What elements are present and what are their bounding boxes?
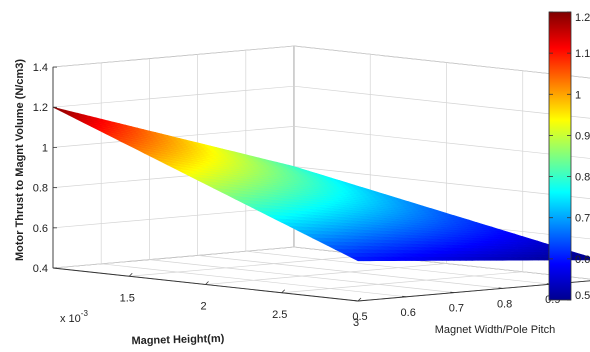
z-tick-label: 1.4 (33, 62, 48, 74)
y-tick-mark (498, 287, 503, 289)
grid-line-y-floor (149, 259, 455, 293)
y-axis-label: Magnet Width/Pole Pitch (435, 324, 555, 336)
x-tick-label: 3 (353, 317, 359, 329)
grid-line-z-back (293, 85, 590, 119)
x-tick-mark (205, 281, 209, 285)
colorbar-tick-label: 1.1 (575, 48, 590, 60)
surface-patch (577, 254, 590, 258)
colorbar-tick-label: 0.8 (575, 172, 590, 184)
grid-line-z-back (293, 166, 590, 199)
surface-plot (52, 106, 590, 262)
surface-patch (579, 257, 590, 261)
x-tick-mark (281, 289, 286, 294)
colorbar-ticks: 0.5 0.6 0.7 0.8 0.9 1 1.1 1.2 (549, 11, 590, 302)
y-tick-label: 0.7 (449, 303, 464, 315)
grid-line-z-back (293, 45, 590, 79)
z-tick-label: 1 (42, 142, 48, 154)
y-tick-mark (450, 291, 455, 293)
z-tick-label: 1.2 (33, 102, 48, 114)
grid-line-y-floor (197, 255, 503, 289)
x-scale-base: x 10 (60, 313, 81, 325)
grid-line-z-left (52, 45, 295, 68)
colorbar-tick-label: 0.6 (575, 254, 590, 266)
z-tick-label: 0.8 (33, 183, 48, 195)
z-axis-label: Motor Thrust to Magnt Volume (N/cm3) (14, 59, 26, 261)
z-axis-ticks: 0.4 0.6 0.8 1 1.2 1.4 (33, 62, 58, 275)
z-tick-label: 0.6 (33, 223, 48, 235)
y-tick-mark (402, 295, 407, 298)
x-tick-label: 1.5 (120, 292, 135, 304)
colorbar-tick-label: 0.5 (575, 290, 590, 302)
z-tick-label: 0.4 (33, 263, 48, 275)
grid-line-y-floor (101, 263, 407, 298)
axes-box (52, 45, 590, 302)
x-axis-scale: x 10-3 (60, 309, 88, 325)
x-tick-mark (128, 272, 133, 277)
x-axis-ticks: 1.5 2 2.5 3 (120, 272, 362, 329)
y-tick-label: 0.8 (497, 298, 512, 310)
surface-patch (585, 257, 590, 260)
colorbar: 0.5 0.6 0.7 0.8 0.9 1 1.1 1.2 (548, 11, 590, 302)
grid-line-z-back (293, 126, 590, 159)
colorbar-tick-label: 0.9 (575, 130, 590, 142)
grid-line-x-floor (129, 254, 371, 277)
grid-line-x-floor (205, 263, 447, 285)
colorbar-gradient (548, 11, 572, 301)
x-axis-label: Magnet Height(m) (131, 333, 225, 347)
y-tick-mark (353, 300, 359, 302)
grid-line-z-left (52, 206, 295, 229)
grid-line-x-floor (281, 271, 523, 294)
y-tick-label: 0.6 (401, 307, 416, 319)
x-tick-label: 2 (200, 301, 206, 313)
colorbar-tick-label: 1.2 (575, 12, 590, 24)
colorbar-tick-label: 1 (575, 89, 581, 101)
x-scale-exponent: -3 (81, 309, 89, 318)
x-tick-mark (357, 297, 362, 302)
y-tick-label: 0.5 (352, 311, 367, 323)
grid-line-z-left (52, 246, 295, 269)
x-tick-label: 2.5 (272, 309, 287, 321)
grid-line-y-floor (245, 250, 551, 285)
colorbar-tick-label: 0.7 (575, 213, 590, 225)
grid-line-z-left (52, 85, 295, 108)
